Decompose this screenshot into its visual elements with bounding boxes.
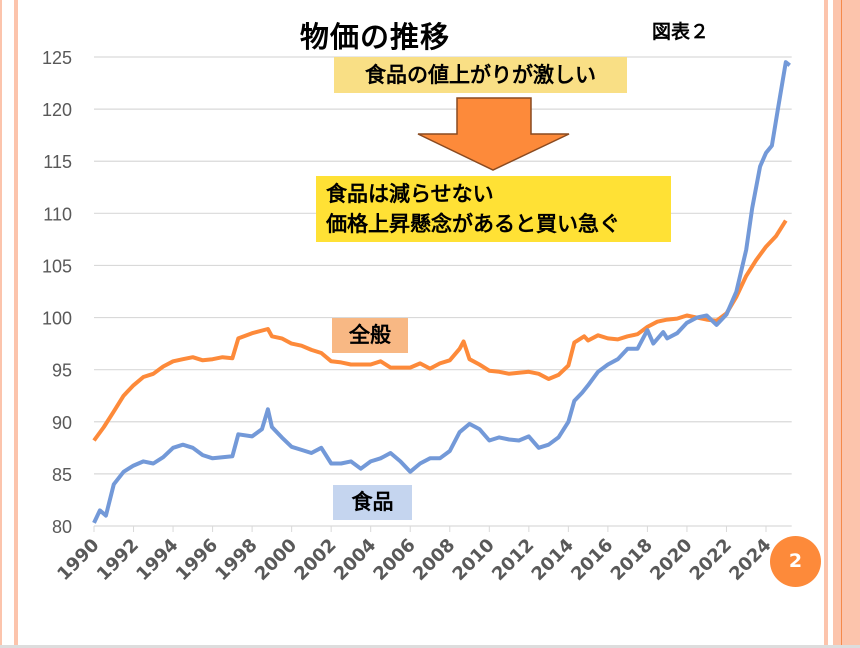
left-border-stripe: [14, 0, 18, 645]
right-border-stripe: [824, 0, 828, 645]
left-border: [0, 0, 2, 645]
callout-bottom-line2: 価格上昇懸念があると買い急ぐ: [326, 212, 620, 236]
callout-bottom-line1: 食品は減らせない: [326, 182, 494, 206]
right-border: [833, 0, 860, 645]
x-tick-label: 1992: [93, 535, 143, 585]
x-tick-label: 2006: [369, 535, 419, 585]
series-label-general: 全般: [332, 318, 408, 353]
series-line-general: [92, 219, 788, 442]
y-tick-label: 105: [42, 256, 72, 276]
x-tick-label: 1994: [132, 535, 182, 585]
down-arrow-icon: [417, 97, 570, 171]
x-tick-label: 2004: [330, 535, 380, 585]
y-tick-label: 95: [52, 361, 72, 381]
y-tick-label: 125: [42, 48, 72, 68]
x-tick-label: 2002: [290, 535, 340, 585]
y-tick-label: 110: [43, 204, 72, 224]
y-tick-label: 80: [52, 517, 72, 537]
callout-top: 食品の値上がりが激しい: [334, 57, 627, 93]
y-tick-label: 120: [42, 100, 72, 120]
x-tick-label: 2012: [488, 535, 538, 585]
callout-bottom: 食品は減らせない 価格上昇懸念があると買い急ぐ: [316, 176, 671, 242]
x-tick-label: 1996: [172, 535, 222, 585]
x-tick-label: 1990: [53, 535, 103, 585]
x-tick-label: 2018: [607, 535, 657, 585]
page-number-badge: 2: [770, 536, 821, 587]
chart-title: 物価の推移: [300, 20, 451, 54]
y-tick-label: 85: [52, 465, 72, 485]
figure-label: 図表２: [652, 21, 710, 43]
y-tick-label: 90: [52, 413, 72, 433]
y-axis-ticks: 80 85 90 95 100 105 110 115 120 125: [42, 48, 72, 537]
x-tick-label: 1998: [211, 535, 261, 585]
x-tick-label: 2024: [725, 535, 775, 585]
x-tick-label: 2008: [409, 535, 459, 585]
y-tick-label: 100: [42, 309, 72, 329]
y-tick-label: 115: [43, 152, 72, 172]
x-axis-ticks: 1990199219941996199820002002200420062008…: [53, 526, 776, 585]
x-tick-label: 2010: [449, 535, 499, 585]
x-tick-label: 2000: [251, 535, 301, 585]
series-line-food: [92, 60, 791, 524]
x-tick-label: 2020: [646, 535, 696, 585]
series-label-food: 食品: [333, 485, 412, 520]
right-border-line: [841, 0, 842, 645]
x-tick-label: 2014: [528, 535, 578, 585]
x-tick-label: 2016: [567, 535, 617, 585]
x-tick-label: 2022: [686, 535, 736, 585]
bottom-border: [0, 645, 860, 648]
series-lines: [92, 60, 791, 524]
